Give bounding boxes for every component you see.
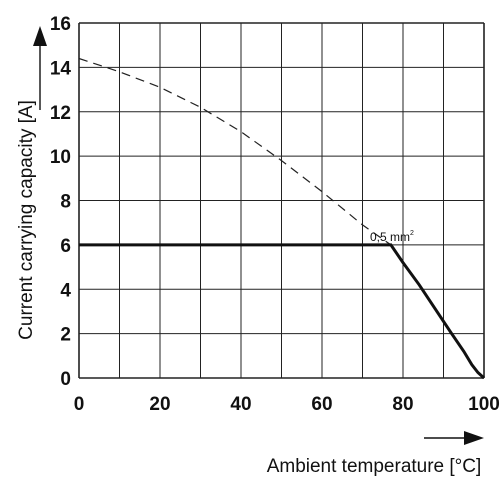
series-dashed-line — [78, 57, 392, 246]
y-tick-label: 0 — [60, 369, 71, 390]
x-tick-label: 60 — [311, 394, 332, 415]
y-tick-label: 12 — [50, 103, 71, 124]
y-tick-label: 14 — [50, 58, 72, 79]
y-tick-label: 6 — [60, 236, 71, 257]
x-tick-label: 20 — [149, 394, 170, 415]
x-tick-labels: 0 20 40 60 80 100 — [74, 394, 500, 415]
x-tick-label: 80 — [392, 394, 413, 415]
y-axis-arrow — [33, 26, 47, 110]
annotation-superscript: 2 — [410, 230, 414, 237]
y-axis-label: Current carrying capacity [A] — [16, 100, 37, 340]
y-tick-labels: 0 2 4 6 8 10 12 14 16 — [50, 14, 72, 390]
x-tick-label: 0 — [74, 394, 85, 415]
y-tick-label: 2 — [60, 325, 71, 346]
y-tick-label: 8 — [60, 192, 71, 213]
x-tick-label: 100 — [468, 394, 500, 415]
grid — [78, 22, 485, 379]
series-solid-line — [79, 243, 486, 380]
annotation-text: 0,5 mm — [370, 230, 410, 244]
y-tick-label: 16 — [50, 14, 71, 35]
y-tick-label: 4 — [60, 280, 71, 301]
x-tick-label: 40 — [230, 394, 251, 415]
y-tick-label: 10 — [50, 147, 71, 168]
x-axis-arrow — [424, 431, 484, 445]
annotation-label: 0,5 mm2 — [370, 230, 414, 244]
x-axis-label: Ambient temperature [°C] — [267, 456, 482, 477]
